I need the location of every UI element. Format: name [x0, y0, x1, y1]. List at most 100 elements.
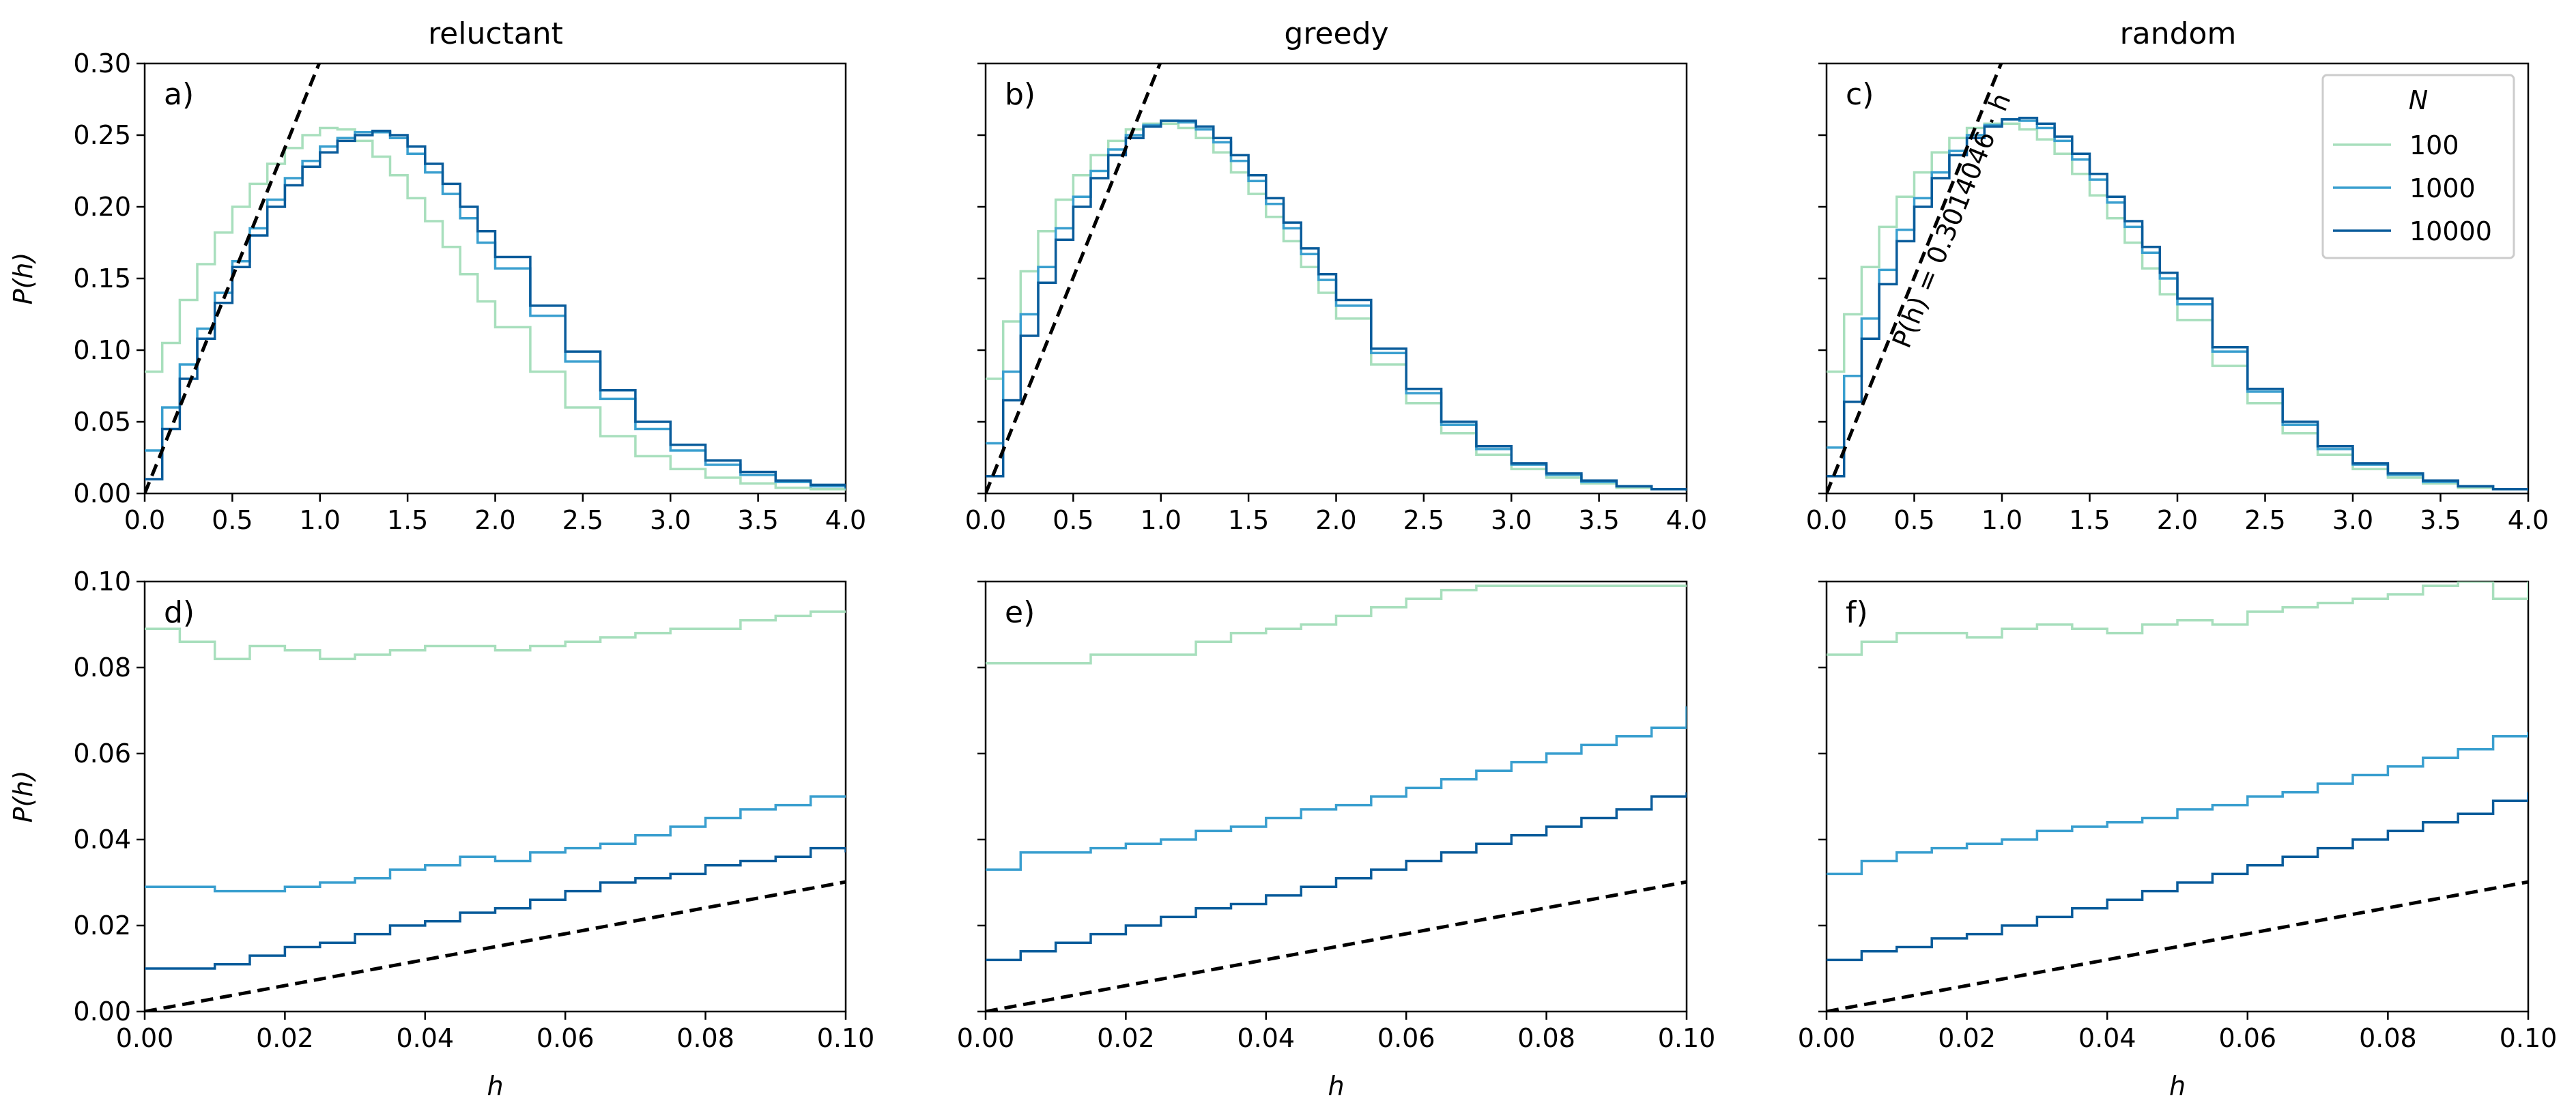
legend-frame: [2321, 74, 2515, 259]
panel-b-xtick-label: 1.0: [1141, 505, 1182, 535]
panel-c-series-1000: [1827, 118, 2528, 491]
panel-b-label: b): [1005, 77, 1035, 112]
legend-entry-1000: 1000: [2409, 173, 2476, 203]
panel-d-xtick-label: 0.00: [116, 1023, 174, 1053]
panel-e-xtick-label: 0.02: [1097, 1023, 1155, 1053]
panel-a: 0.0 0.5 1.0 1.5 2.0 2.5 3.0 3.5 4.0 0.00 0.05 0.10 0…: [8, 48, 866, 535]
panel-e-xtick-label: 0.08: [1517, 1023, 1575, 1053]
panel-b-series-10000: [986, 119, 1687, 491]
panel-d: 0.00 0.02 0.04 0.06 0.08 0.10 0.00 0.02 0.04 0.06…: [8, 567, 874, 1101]
panel-e-xtick-label: 0.10: [1658, 1023, 1716, 1053]
panel-c-xtick-label: 1.0: [1981, 505, 2022, 535]
panel-e-label: e): [1005, 595, 1035, 630]
panel-a-series-10000: [145, 129, 846, 488]
panel-d-xtick-label: 0.08: [676, 1023, 734, 1053]
column-title-greedy: greedy: [1284, 16, 1388, 51]
legend-title: N: [2409, 85, 2428, 115]
column-title-reluctant: reluctant: [428, 16, 563, 51]
panel-b-fit-line: [986, 63, 1162, 493]
panel-c-series-100: [1827, 122, 2528, 491]
panel-c-xtick-label: 2.5: [2244, 505, 2285, 535]
panel-e-xtick-label: 0.06: [1377, 1023, 1435, 1053]
panel-a-xtick-label: 2.0: [474, 505, 515, 535]
panel-a-xtick-label: 3.0: [650, 505, 691, 535]
panel-d-series-100: [145, 610, 846, 661]
panel-a-xtick-label: 2.5: [562, 505, 603, 535]
panel-e-xlabel: h: [1328, 1071, 1344, 1101]
panel-a-ytick-label: 0.00: [73, 478, 131, 508]
panel-c-xtick-label: 3.5: [2420, 505, 2461, 535]
panel-b-xtick-label: 1.5: [1228, 505, 1269, 535]
panel-d-xtick-label: 0.04: [396, 1023, 454, 1053]
panel-c: 0.0 0.5 1.0 1.5 2.0 2.5 3.0 3.5 4.0 c): [1806, 62, 2549, 535]
panel-d-label: d): [164, 595, 195, 630]
legend-entry-100: 100: [2409, 130, 2459, 160]
panel-f-fit-line: [1827, 880, 2528, 1012]
panel-b-xtick-label: 3.5: [1578, 505, 1619, 535]
panel-f-xlabel: h: [2169, 1071, 2186, 1101]
panel-d-ytick-label: 0.10: [73, 567, 131, 597]
panel-e-series-100: [986, 584, 1687, 665]
panel-e-xtick-label: 0.00: [957, 1023, 1015, 1053]
panel-c-series-10000: [1827, 117, 2528, 491]
panel-a-xtick-label: 1.0: [300, 505, 341, 535]
panel-b-xtick-label: 3.0: [1491, 505, 1532, 535]
panel-f-xtick-label: 0.08: [2359, 1023, 2417, 1053]
column-title-random: random: [2120, 16, 2237, 51]
panel-d-fit-line: [145, 880, 846, 1012]
panel-f-label: f): [1846, 595, 1868, 630]
panel-d-series-10000: [145, 846, 846, 970]
panel-b: 0.0 0.5 1.0 1.5 2.0 2.5 3.0 3.5 4.0 b): [965, 62, 1707, 535]
panel-a-ytick-label: 0.20: [73, 192, 131, 222]
panel-a-xtick-label: 4.0: [825, 505, 866, 535]
panel-b-xtick-label: 2.5: [1403, 505, 1444, 535]
panel-e-series-10000: [986, 792, 1687, 962]
panel-f-series-10000: [1827, 792, 2528, 962]
panel-b-series-1000: [986, 119, 1687, 491]
panel-e: 0.00 0.02 0.04 0.06 0.08 0.10 e) h: [957, 580, 1716, 1101]
panel-a-xtick-label: 1.5: [387, 505, 428, 535]
panel-a-ytick-label: 0.10: [73, 335, 131, 365]
panel-a-axes-frame: [143, 62, 847, 495]
panel-f-xtick-label: 0.04: [2078, 1023, 2136, 1053]
panel-c-xtick-label: 0.5: [1893, 505, 1934, 535]
panel-a-ytick-label: 0.15: [73, 263, 131, 293]
panel-c-xtick-label: 3.0: [2332, 505, 2373, 535]
panel-a-xtick-label: 3.5: [737, 505, 778, 535]
panel-b-xtick-label: 0.0: [965, 505, 1006, 535]
panel-b-xtick-label: 0.5: [1053, 505, 1093, 535]
panel-d-ylabel: P(h): [8, 771, 38, 823]
panel-f: 0.00 0.02 0.04 0.06 0.08 0.10 f) h: [1798, 580, 2558, 1101]
legend-entry-10000: 10000: [2409, 216, 2492, 246]
panel-d-xtick-label: 0.06: [536, 1023, 595, 1053]
panel-f-series-100: [1827, 582, 2528, 656]
panel-a-xtick-label: 0.0: [124, 505, 165, 535]
panel-c-xtick-label: 1.5: [2069, 505, 2110, 535]
panel-f-series-1000: [1827, 732, 2528, 876]
panel-a-ytick-label: 0.30: [73, 48, 131, 78]
panel-d-ytick-label: 0.02: [73, 911, 131, 941]
panel-a-series-100: [145, 126, 846, 491]
panel-c-xtick-label: 4.0: [2508, 505, 2549, 535]
panel-a-ylabel: P(h): [8, 253, 38, 305]
panel-d-xlabel: h: [487, 1071, 503, 1101]
panel-d-xtick-label: 0.10: [817, 1023, 875, 1053]
panel-f-xtick-label: 0.10: [2500, 1023, 2558, 1053]
legend: N 100 1000 10000: [2321, 74, 2515, 259]
panel-a-ytick-label: 0.25: [73, 120, 131, 150]
panel-d-ytick-label: 0.06: [73, 739, 131, 769]
panel-d-ytick-label: 0.04: [73, 825, 131, 855]
panel-d-xtick-label: 0.02: [256, 1023, 314, 1053]
panel-c-xtick-label: 0.0: [1806, 505, 1847, 535]
panel-f-xtick-label: 0.02: [1938, 1023, 1996, 1053]
panel-a-fit-line: [145, 63, 321, 493]
panel-e-fit-line: [986, 880, 1687, 1012]
panel-c-xtick-label: 2.0: [2157, 505, 2198, 535]
panel-d-ytick-label: 0.08: [73, 653, 131, 683]
panel-c-label: c): [1846, 77, 1874, 112]
panel-e-xtick-label: 0.04: [1237, 1023, 1295, 1053]
panel-d-ytick-label: 0.00: [73, 997, 131, 1027]
panel-f-xtick-label: 0.00: [1798, 1023, 1856, 1053]
panel-f-xtick-label: 0.06: [2218, 1023, 2276, 1053]
